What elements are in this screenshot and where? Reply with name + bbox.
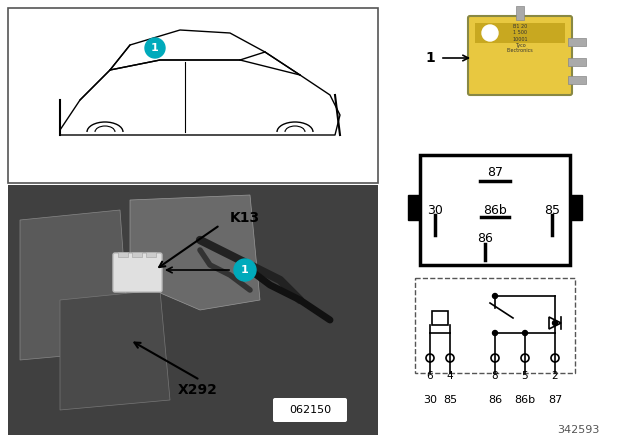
Bar bbox=[415, 278, 575, 373]
Text: 6: 6 bbox=[427, 371, 433, 381]
Circle shape bbox=[522, 331, 527, 336]
Text: Tyco
Electronics: Tyco Electronics bbox=[507, 43, 533, 53]
Text: 85: 85 bbox=[443, 395, 457, 405]
Text: 1: 1 bbox=[151, 43, 159, 53]
Bar bbox=[146, 252, 156, 257]
Polygon shape bbox=[20, 210, 130, 360]
Circle shape bbox=[234, 259, 256, 281]
Text: 30: 30 bbox=[427, 203, 443, 216]
Text: 4: 4 bbox=[447, 371, 453, 381]
Text: 30: 30 bbox=[423, 395, 437, 405]
Circle shape bbox=[493, 331, 497, 336]
Circle shape bbox=[552, 320, 557, 326]
Text: 86: 86 bbox=[477, 232, 493, 245]
Text: K13: K13 bbox=[230, 211, 260, 225]
Bar bbox=[132, 252, 142, 257]
Bar bbox=[475, 23, 565, 43]
Polygon shape bbox=[549, 317, 561, 329]
FancyBboxPatch shape bbox=[468, 16, 572, 95]
Polygon shape bbox=[60, 290, 170, 410]
Polygon shape bbox=[130, 195, 260, 310]
Bar bbox=[568, 38, 586, 46]
Circle shape bbox=[493, 293, 497, 298]
Bar bbox=[118, 252, 128, 257]
Text: B1 20
1 500
10001: B1 20 1 500 10001 bbox=[512, 24, 528, 42]
Text: 1: 1 bbox=[425, 51, 435, 65]
Text: 2: 2 bbox=[552, 371, 558, 381]
Text: 8: 8 bbox=[492, 371, 499, 381]
Bar bbox=[568, 58, 586, 66]
Text: 342593: 342593 bbox=[557, 425, 600, 435]
Bar bbox=[408, 195, 420, 220]
Text: 1: 1 bbox=[241, 265, 249, 275]
Text: 062150: 062150 bbox=[289, 405, 331, 415]
Circle shape bbox=[482, 25, 498, 41]
Text: 85: 85 bbox=[544, 203, 560, 216]
Bar bbox=[432, 311, 448, 325]
Text: 87: 87 bbox=[487, 167, 503, 180]
Text: 87: 87 bbox=[548, 395, 562, 405]
Bar bbox=[568, 76, 586, 84]
Bar bbox=[8, 185, 378, 435]
Text: 86b: 86b bbox=[483, 203, 507, 216]
Circle shape bbox=[145, 38, 165, 58]
Text: X292: X292 bbox=[178, 383, 218, 397]
Bar bbox=[516, 6, 524, 20]
Text: 86b: 86b bbox=[515, 395, 536, 405]
Bar bbox=[8, 8, 378, 183]
FancyBboxPatch shape bbox=[113, 253, 162, 292]
Text: 86: 86 bbox=[488, 395, 502, 405]
FancyBboxPatch shape bbox=[273, 398, 347, 422]
Bar bbox=[570, 195, 582, 220]
Text: 5: 5 bbox=[522, 371, 528, 381]
Bar bbox=[420, 155, 570, 265]
